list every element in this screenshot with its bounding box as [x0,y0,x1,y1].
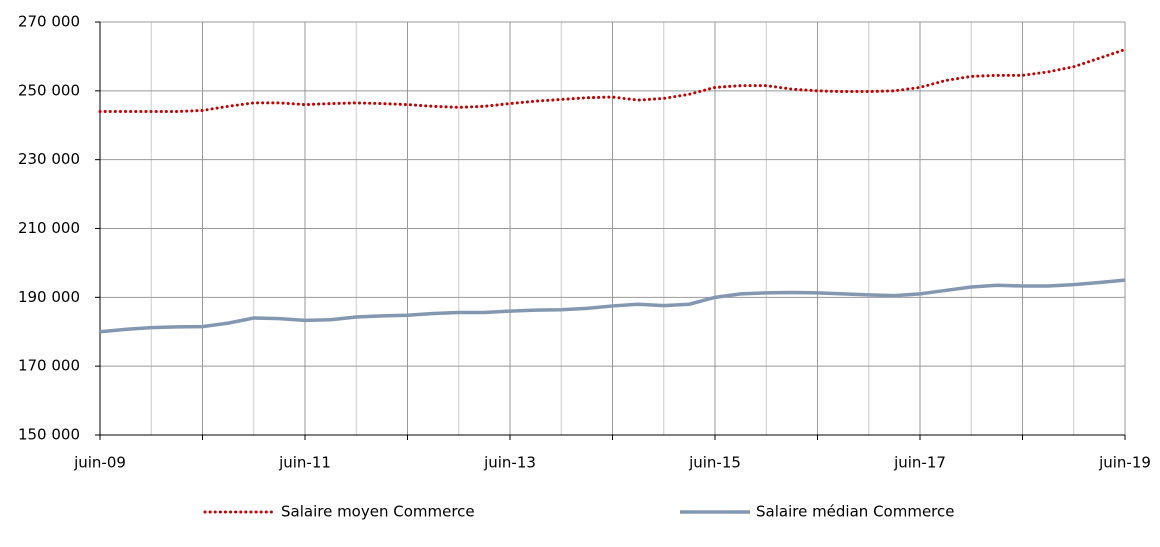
y-tick-label: 150 000 [18,426,80,444]
series-line [98,48,1127,113]
x-tick-label: juin-15 [688,454,741,472]
x-tick-label: juin-11 [278,454,331,472]
y-tick-label: 250 000 [18,81,80,99]
y-tick-label: 230 000 [18,150,80,168]
x-tick-label: juin-13 [483,454,536,472]
y-tick-label: 210 000 [18,219,80,237]
series-line [99,278,1126,334]
y-tick-label: 170 000 [18,357,80,375]
x-tick-label: juin-19 [1098,454,1151,472]
legend-label: Salaire médian Commerce [756,503,955,521]
y-tick-label: 190 000 [18,288,80,306]
legend-label: Salaire moyen Commerce [281,503,475,521]
x-tick-label: juin-09 [73,454,126,472]
x-tick-label: juin-17 [893,454,946,472]
y-tick-label: 270 000 [18,13,80,31]
